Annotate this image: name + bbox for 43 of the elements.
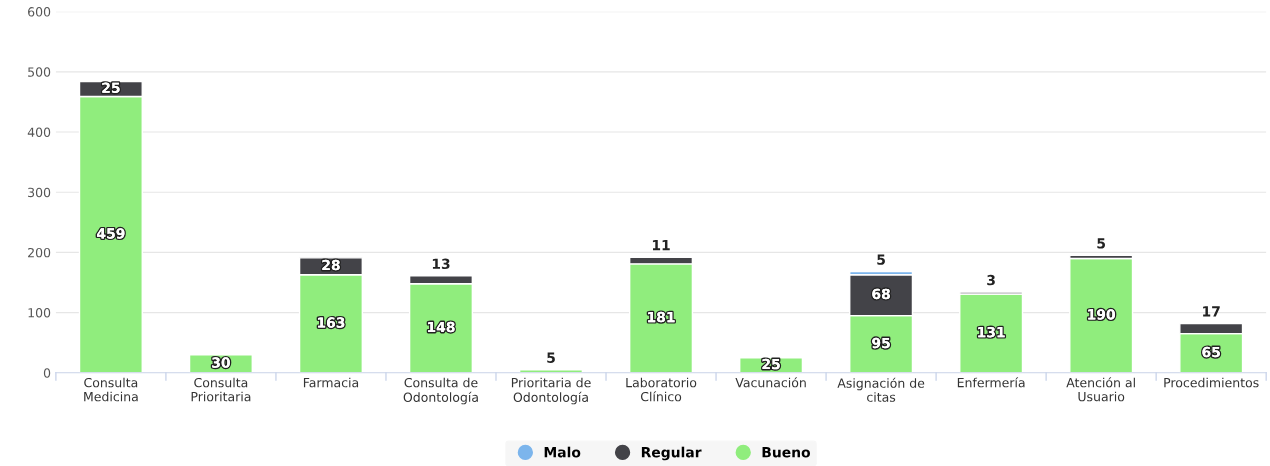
y-tick-label: 500 [28, 67, 51, 77]
y-tick-label: 300 [28, 187, 51, 198]
y-tick-label: 600 [28, 7, 51, 17]
data-label: 13 [432, 258, 450, 270]
x-tick-label: Procedimientos [1164, 377, 1259, 388]
x-tick-label: Farmacia [303, 377, 359, 388]
bar [1069, 257, 1134, 373]
x-tick-label: Consulta Prioritaria [191, 377, 251, 402]
x-tick-label: Vacunación [735, 377, 806, 388]
x-tick-label: Atención al Usuario [1066, 377, 1135, 402]
x-tick-label: Laboratorio Clínico [626, 377, 697, 402]
y-tick-label: 0 [43, 368, 51, 378]
data-label: 5 [547, 352, 555, 363]
y-tick-label: 200 [28, 247, 51, 258]
data-label: 459 [97, 228, 125, 239]
x-tick-label: Consulta Medicina [84, 377, 138, 402]
data-label: 25 [762, 358, 780, 370]
data-label: 65 [1202, 346, 1220, 358]
data-label: 3 [987, 274, 995, 286]
x-tick-label: Consulta de Odontología [403, 377, 478, 405]
x-tick-label: Asignación de citas [837, 377, 925, 402]
x-tick-label: Prioritaria de Odontología [511, 377, 591, 405]
data-label: 95 [872, 337, 890, 349]
data-label: 181 [648, 311, 675, 323]
legend-label: Malo [544, 446, 581, 458]
data-label: 148 [428, 321, 455, 333]
data-label: 5 [877, 254, 885, 265]
data-label: 25 [102, 82, 120, 94]
y-tick-label: 400 [27, 127, 51, 137]
data-label: 131 [978, 326, 1005, 338]
data-label: 163 [318, 317, 345, 328]
data-label: 17 [1203, 306, 1220, 317]
data-label: 30 [212, 357, 230, 368]
data-label: 5 [1097, 238, 1106, 249]
x-tick-label: Enfermería [957, 377, 1025, 388]
legend-label: Bueno [762, 447, 811, 458]
data-label: 11 [652, 240, 670, 251]
legend-label: Regular [641, 446, 702, 461]
data-label: 68 [872, 288, 890, 300]
data-label: 190 [1088, 309, 1115, 320]
bar [959, 293, 1024, 373]
data-label: 28 [322, 259, 340, 271]
y-tick-label: 100 [28, 308, 51, 318]
